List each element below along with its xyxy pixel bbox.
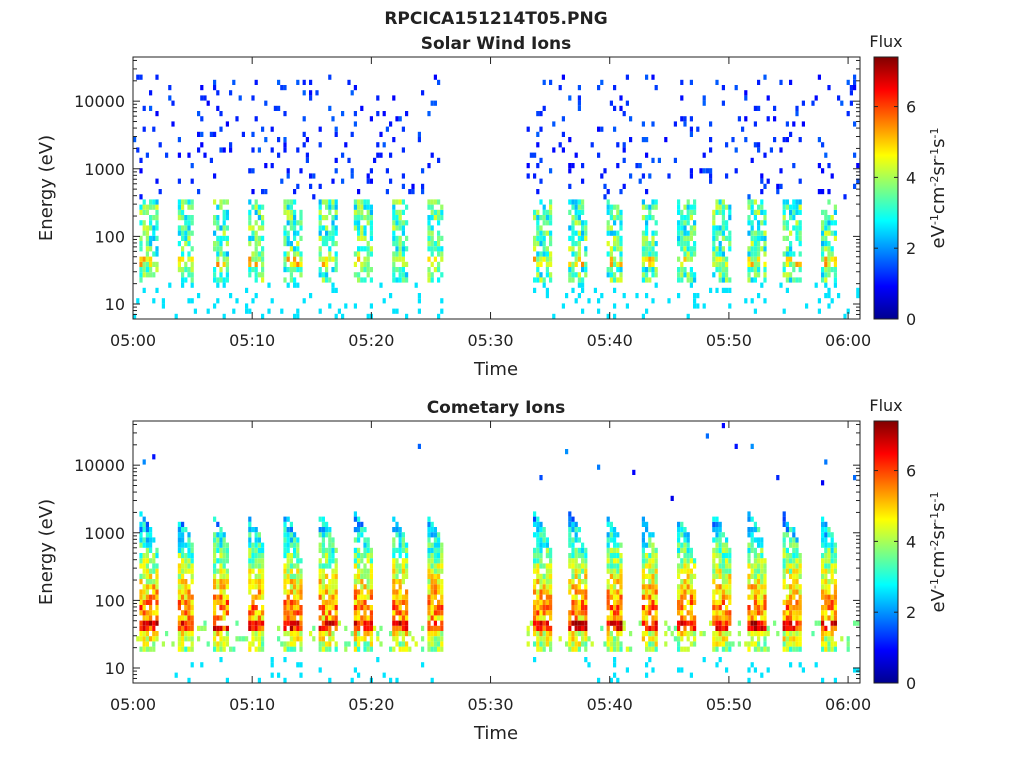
x-tick-label: 05:40	[587, 331, 633, 350]
y-tick-label: 10	[105, 295, 125, 314]
colorbar-tick-label: 0	[906, 310, 916, 329]
colorbar-title: Flux	[869, 396, 902, 415]
y-tick-label: 10	[105, 659, 125, 678]
colorbar-title: Flux	[869, 32, 902, 51]
figure-title: RPCICA151214T05.PNG	[384, 9, 607, 29]
y-tick-label: 1000	[84, 524, 125, 543]
colorbar-tick-label: 6	[906, 462, 916, 481]
y-axis-label: Energy (eV)	[36, 135, 57, 241]
x-tick-label: 05:30	[467, 695, 513, 714]
x-tick-label: 05:10	[229, 695, 275, 714]
colorbar-tick-label: 6	[906, 98, 916, 117]
x-tick-label: 05:30	[467, 331, 513, 350]
colorbar	[873, 56, 899, 320]
x-tick-label: 05:20	[348, 695, 394, 714]
colorbar	[873, 420, 899, 684]
y-tick-label: 100	[94, 227, 125, 246]
colorbar-tick-label: 4	[906, 168, 916, 187]
y-tick-label: 10000	[74, 92, 125, 111]
colorbar-units-label: eV-1cm-2sr-1s-1	[928, 492, 949, 613]
x-tick-label: 05:00	[110, 331, 156, 350]
x-tick-label: 06:00	[825, 695, 871, 714]
x-tick-label: 05:40	[587, 695, 633, 714]
colorbar-tick-label: 0	[906, 674, 916, 693]
x-tick-label: 05:50	[706, 331, 752, 350]
spectrogram	[133, 74, 860, 319]
x-tick-label: 06:00	[825, 331, 871, 350]
x-axis-label: Time	[473, 359, 518, 380]
y-axis-label: Energy (eV)	[36, 499, 57, 605]
colorbar-units-label: eV-1cm-2sr-1s-1	[928, 128, 949, 249]
colorbar-tick-label: 2	[906, 239, 916, 258]
x-tick-label: 05:10	[229, 331, 275, 350]
x-tick-label: 05:50	[706, 695, 752, 714]
colorbar-tick-label: 2	[906, 603, 916, 622]
cometary-panel: 10 100 1000 10000 05:00 05:10 05:20 05:30 05:40 0…	[36, 396, 949, 744]
y-tick-label: 10000	[74, 456, 125, 475]
solar-wind-panel: 10 100 1000 10000 05:00 05:10 05:20 05:30 05:40 0…	[36, 32, 949, 380]
spectrogram	[136, 423, 860, 683]
x-axis-label: Time	[473, 723, 518, 744]
y-tick-label: 100	[94, 591, 125, 610]
colorbar-tick-label: 4	[906, 532, 916, 551]
x-tick-label: 05:00	[110, 695, 156, 714]
y-tick-label: 1000	[84, 160, 125, 179]
x-tick-label: 05:20	[348, 331, 394, 350]
panel-title: Solar Wind Ions	[421, 34, 572, 54]
panel-title: Cometary Ions	[427, 398, 566, 418]
